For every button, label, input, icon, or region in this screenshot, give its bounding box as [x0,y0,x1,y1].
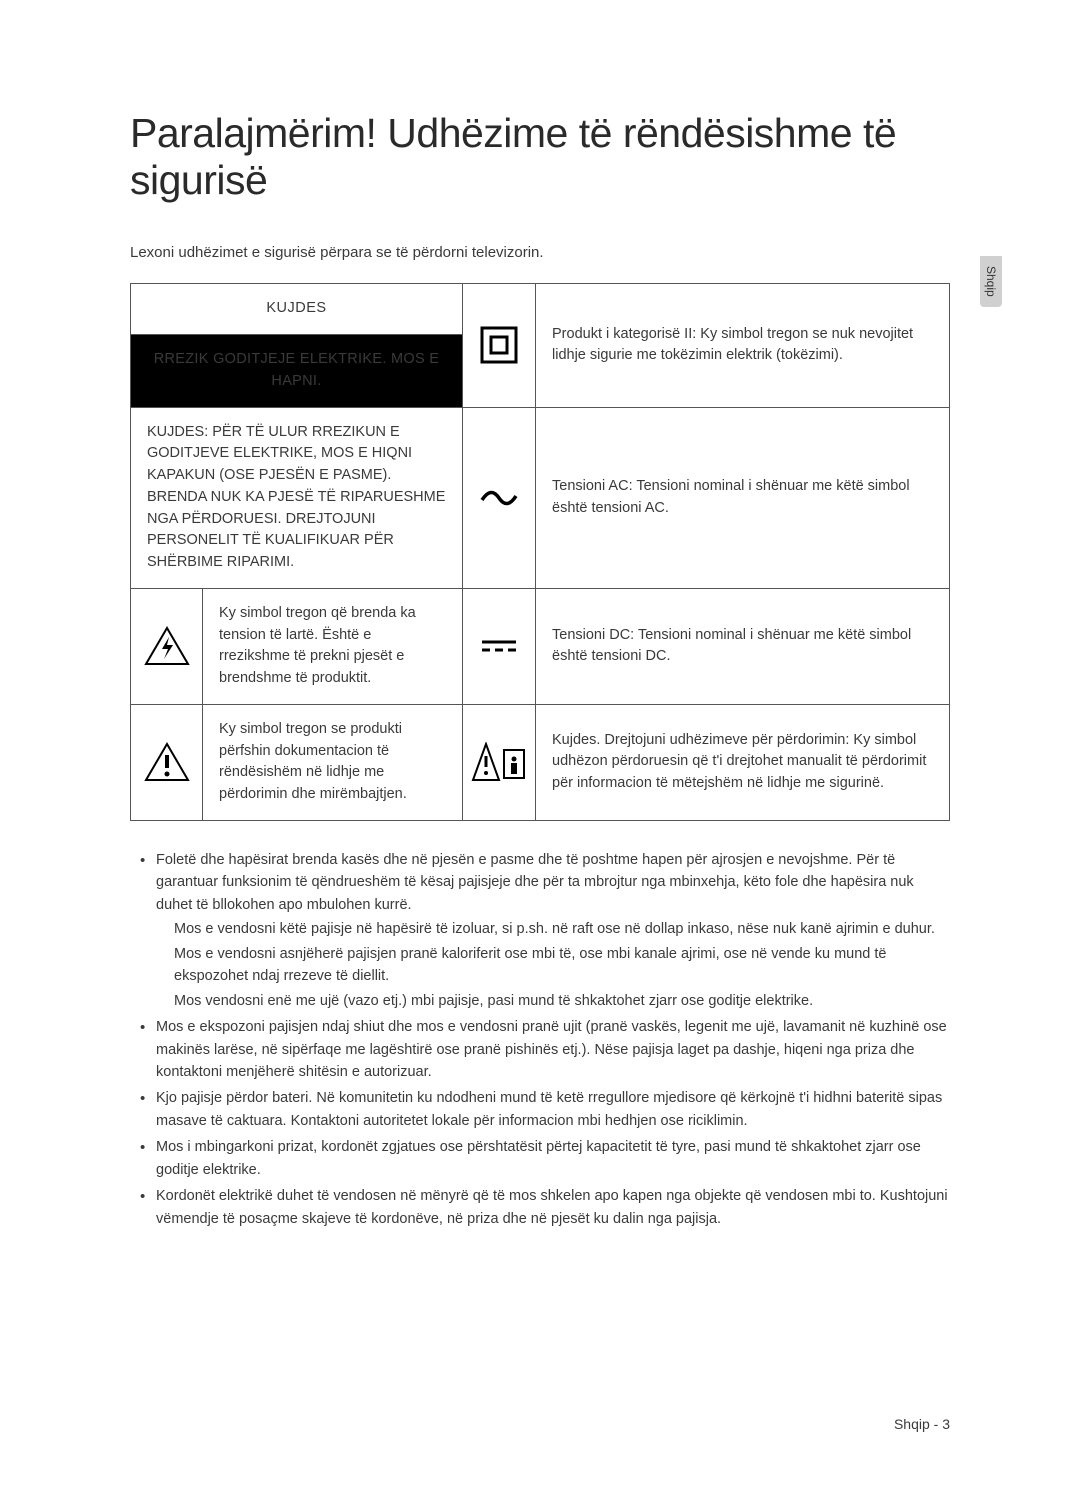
page-content: Paralajmërim! Udhëzime të rëndësishme të… [0,0,1080,1294]
bullet-list: Foletë dhe hapësirat brenda kasës dhe në… [130,849,950,1231]
dc-text: Tensioni DC: Tensioni nominal i shënuar … [536,588,950,704]
refer-manual-icon [471,742,527,782]
refer-text: Kujdes. Drejtojuni udhëzimeve për përdor… [536,704,950,820]
list-item: Kjo pajisje përdor bateri. Në komuniteti… [156,1087,950,1132]
sub-text: Mos e vendosni asnjëherë pajisjen pranë … [156,943,950,988]
dc-icon [479,638,519,654]
refer-symbol-cell [463,704,536,820]
ac-symbol-cell [463,407,536,588]
ac-text: Tensioni AC: Tensioni nominal i shënuar … [536,407,950,588]
doc-text: Ky simbol tregon se produkti përfshin do… [203,704,463,820]
bolt-symbol-cell [131,588,203,704]
doc-symbol-cell [131,704,203,820]
intro-text: Lexoni udhëzimet e sigurisë përpara se t… [130,244,950,261]
caution-long-text: KUJDES: PËR TË ULUR RREZIKUN E GODITJEVE… [131,407,463,588]
exclamation-triangle-icon [144,742,190,782]
list-item: Mos e ekspozoni pajisjen ndaj shiut dhe … [156,1016,950,1083]
list-item: Foletë dhe hapësirat brenda kasës dhe në… [156,849,950,1012]
warning-table: KUJDES Produkt i kategorisë II: Ky simbo… [130,283,950,821]
sub-text: Mos e vendosni këtë pajisje në hapësirë … [156,918,950,940]
sub-text: Mos vendosni enë me ujë (vazo etj.) mbi … [156,990,950,1012]
class2-symbol-cell [463,284,536,407]
ac-icon [479,488,519,508]
page-footer: Shqip - 3 [894,1416,950,1432]
caution-header: KUJDES [131,284,463,335]
bolt-text: Ky simbol tregon që brenda ka tension të… [203,588,463,704]
list-item: Mos i mbingarkoni prizat, kordonët zgjat… [156,1136,950,1181]
bolt-triangle-icon [144,626,190,666]
list-item: Kordonët elektrikë duhet të vendosen në … [156,1185,950,1230]
shock-risk-header: RREZIK GODITJEJE ELEKTRIKE. MOS E HAPNI. [131,335,463,408]
dc-symbol-cell [463,588,536,704]
page-title: Paralajmërim! Udhëzime të rëndësishme të… [130,110,950,204]
class2-text: Produkt i kategorisë II: Ky simbol trego… [536,284,950,407]
class2-icon [480,326,518,364]
bullet-text: Foletë dhe hapësirat brenda kasës dhe në… [156,852,914,913]
